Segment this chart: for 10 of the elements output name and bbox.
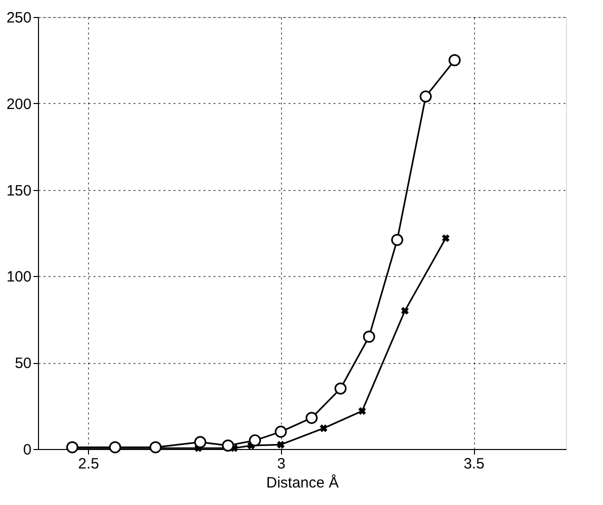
x-axis-title: Distance Å xyxy=(266,474,339,492)
x-tick-label: 3 xyxy=(277,456,286,472)
y-tick-label: 200 xyxy=(6,96,32,113)
x-tick-label: 2.5 xyxy=(78,456,100,472)
y-tick-label: 100 xyxy=(6,268,32,286)
y-tick-label: 0 xyxy=(23,442,32,458)
y-tick-label: 150 xyxy=(6,182,32,200)
x-tick-label: 3.5 xyxy=(464,456,484,472)
y-tick-label: 50 xyxy=(14,355,32,372)
y-tick-label: 250 xyxy=(6,10,32,26)
